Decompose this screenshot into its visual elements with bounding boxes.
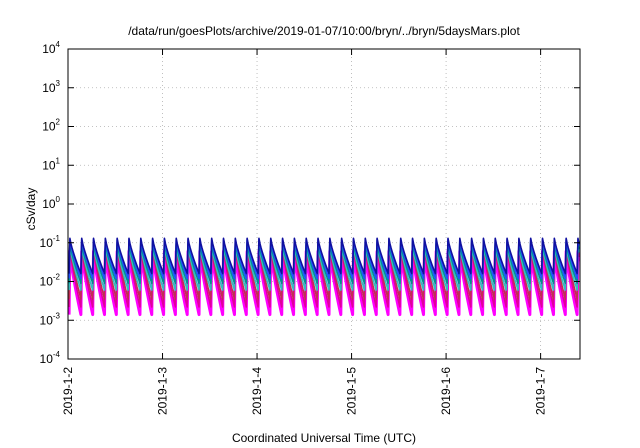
y-axis-label: cSv/day — [24, 188, 38, 231]
series-line — [68, 237, 580, 275]
y-tick-label: 10-3 — [40, 311, 61, 327]
x-axis: 2019-1-2 2019-1-3 2019-1-4 2019-1-5 2019-1-6… — [61, 49, 548, 415]
y-tick-label: 103 — [42, 79, 60, 95]
y-axis: 10-4 10-3 10-2 10-1 100 101 102 103 104 — [40, 40, 580, 366]
chart-title: /data/run/goesPlots/archive/2019-01-07/1… — [128, 24, 520, 38]
y-tick-label: 10-4 — [40, 350, 61, 366]
y-tick-label: 101 — [42, 156, 60, 172]
x-tick-label: 2019-1-4 — [250, 367, 264, 415]
y-tick-label: 10-1 — [40, 234, 61, 250]
y-tick-label: 102 — [42, 118, 60, 134]
y-tick-label: 104 — [42, 40, 60, 56]
x-tick-label: 2019-1-5 — [345, 367, 359, 415]
x-axis-label: Coordinated Universal Time (UTC) — [232, 431, 416, 445]
x-tick-label: 2019-1-2 — [61, 367, 75, 415]
grid — [68, 48, 580, 360]
y-tick-label: 100 — [42, 195, 60, 211]
series-group — [67, 237, 581, 317]
x-tick-label: 2019-1-7 — [534, 367, 548, 415]
x-tick-label: 2019-1-6 — [439, 367, 453, 415]
y-tick-label: 10-2 — [40, 273, 61, 289]
x-tick-label: 2019-1-3 — [156, 367, 170, 415]
